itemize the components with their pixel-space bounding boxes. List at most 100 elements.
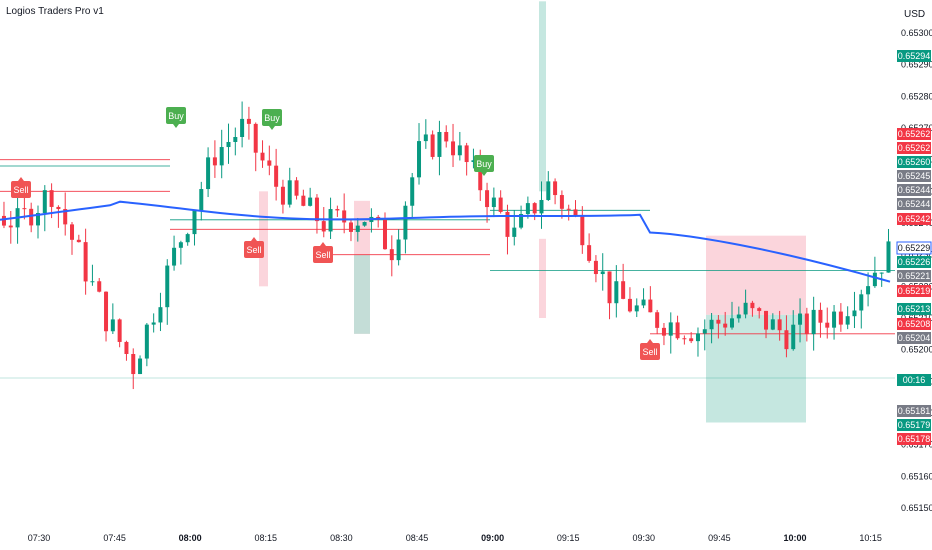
candle — [457, 131, 462, 161]
candle — [56, 205, 61, 228]
y-tick-label: 0.65230 — [901, 250, 932, 260]
candle — [212, 140, 217, 178]
svg-text:0.65213: 0.65213 — [898, 304, 931, 314]
candle — [736, 306, 741, 323]
candle — [689, 332, 694, 344]
svg-text:0.65221: 0.65221 — [898, 271, 931, 281]
candle — [151, 313, 156, 333]
candles-layer — [1, 101, 891, 390]
candle — [777, 310, 782, 341]
candle — [335, 205, 340, 217]
price-tag: 0.65244 — [897, 184, 931, 196]
candle — [770, 313, 775, 331]
candle — [553, 178, 558, 205]
candle — [29, 202, 34, 233]
x-tick-label: 07:30 — [28, 533, 51, 543]
price-tag: 0.65178 — [897, 433, 931, 445]
candle — [580, 206, 585, 254]
sell-signal: Sell — [640, 339, 660, 360]
svg-text:Buy: Buy — [264, 113, 280, 123]
x-tick-label: 09:45 — [708, 533, 731, 543]
candle — [274, 148, 279, 201]
candle — [97, 278, 102, 293]
y-tick-label: 0.65290 — [901, 60, 932, 70]
x-tick-label: 09:00 — [481, 533, 504, 543]
candle — [342, 193, 347, 234]
candle — [117, 318, 122, 348]
candle — [832, 305, 837, 340]
buy-signal: Buy — [166, 107, 186, 128]
trade-zone — [539, 238, 546, 318]
price-tag: 0.65294 — [897, 50, 931, 62]
price-tag: 0.65229 — [896, 241, 932, 255]
svg-text:0.65179: 0.65179 — [898, 420, 931, 430]
candle — [505, 204, 510, 255]
candle — [240, 101, 245, 148]
candle — [348, 219, 353, 242]
candle — [784, 315, 789, 358]
currency-label[interactable]: USD — [904, 9, 926, 20]
candle — [131, 348, 136, 390]
trade-zone — [354, 254, 370, 334]
moving-average-line — [0, 200, 891, 283]
svg-text:0.65181: 0.65181 — [898, 406, 931, 416]
x-tick-label: 10:15 — [859, 533, 882, 543]
candle — [144, 322, 149, 367]
svg-text:0.65260: 0.65260 — [898, 157, 931, 167]
svg-text:0.65245: 0.65245 — [898, 171, 931, 181]
candle — [362, 221, 367, 227]
svg-text:Sell: Sell — [642, 347, 657, 357]
candle — [743, 289, 748, 319]
svg-text:0.65294: 0.65294 — [898, 51, 931, 61]
candle — [872, 256, 877, 288]
candle — [199, 181, 204, 221]
x-tick-label: 08:45 — [406, 533, 429, 543]
candle — [791, 310, 796, 351]
x-tick-label: 08:30 — [330, 533, 353, 543]
candle — [661, 322, 666, 346]
time-axis: 07:30 07:45 08:00 08:15 08:30 08:45 09:00 09:15… — [28, 533, 882, 543]
candle — [294, 177, 299, 200]
candle — [124, 340, 129, 361]
candle — [750, 300, 755, 317]
candle — [63, 192, 68, 236]
candle — [22, 196, 27, 220]
candle — [648, 286, 653, 313]
candle — [451, 123, 456, 168]
candle — [655, 309, 660, 335]
sell-signal: Sell — [313, 242, 333, 263]
candle — [280, 179, 285, 214]
candle — [172, 235, 177, 271]
price-tag: 0.65204 — [897, 332, 931, 344]
trade-zone — [259, 191, 268, 287]
chart-title: Logios Traders Pro v1 — [6, 6, 104, 17]
candle — [682, 335, 687, 345]
candle — [627, 287, 632, 313]
candle — [730, 301, 734, 330]
candle — [600, 253, 605, 291]
candle — [206, 147, 211, 198]
trade-zone — [539, 1, 546, 192]
svg-text:0.65262: 0.65262 — [898, 143, 931, 153]
price-tag: 0.65221 — [897, 270, 931, 282]
x-tick-label: 09:15 — [557, 533, 580, 543]
candle — [138, 355, 143, 375]
price-tag: 0.65226 — [897, 256, 931, 268]
y-tick-label: 0.65300 — [901, 28, 932, 38]
candle — [709, 313, 714, 344]
y-tick-label: 0.65150 — [901, 503, 932, 513]
price-tag: 0.65208 — [897, 318, 931, 330]
candle — [519, 205, 524, 230]
svg-text:0.65229: 0.65229 — [898, 243, 931, 253]
candle — [464, 142, 469, 176]
buy-signal: Buy — [474, 155, 494, 176]
candle — [539, 181, 544, 229]
price-tag: 0.65262 — [897, 142, 931, 154]
candle — [301, 189, 306, 207]
candle — [253, 122, 258, 172]
candle — [641, 288, 646, 309]
candle — [104, 291, 109, 342]
candle — [8, 211, 13, 244]
candle — [76, 234, 81, 243]
